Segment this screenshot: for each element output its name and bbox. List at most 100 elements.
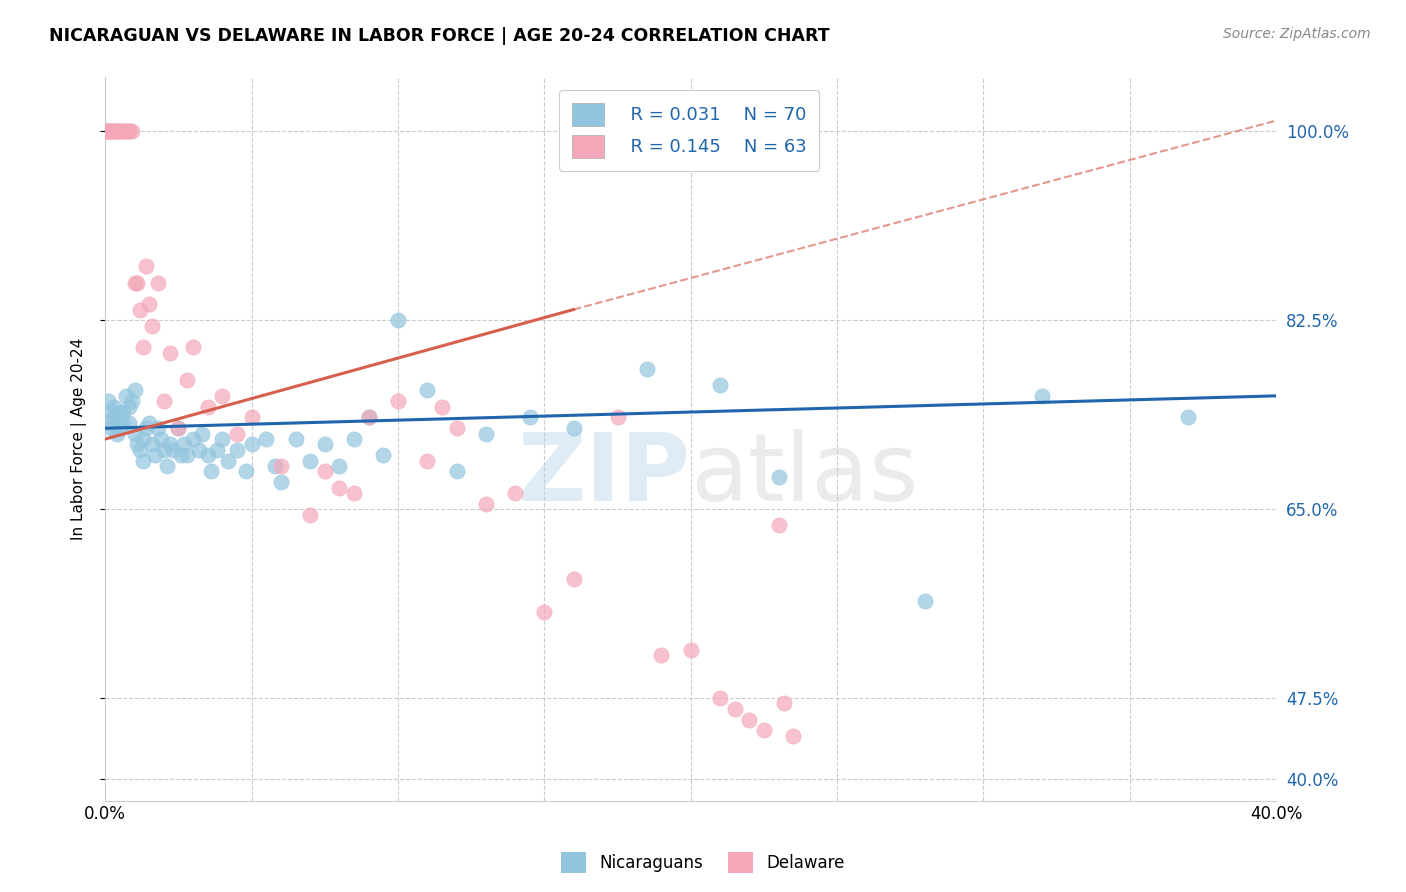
Point xyxy=(343,486,366,500)
Point xyxy=(124,276,146,290)
Point xyxy=(105,426,128,441)
Point xyxy=(284,432,307,446)
Point xyxy=(357,410,380,425)
Point xyxy=(738,713,761,727)
Point xyxy=(141,437,163,451)
Point xyxy=(97,416,120,430)
Point xyxy=(211,432,233,446)
Point xyxy=(299,453,322,467)
Point xyxy=(121,124,143,138)
Point xyxy=(270,458,292,473)
Point xyxy=(181,340,204,354)
Point xyxy=(97,124,120,138)
Point xyxy=(387,394,409,409)
Point xyxy=(132,340,155,354)
Point xyxy=(127,276,149,290)
Point xyxy=(235,464,257,478)
Point xyxy=(226,442,249,457)
Point xyxy=(197,400,219,414)
Point xyxy=(96,124,118,138)
Point xyxy=(167,421,190,435)
Point xyxy=(240,410,263,425)
Point xyxy=(181,432,204,446)
Point xyxy=(114,124,136,138)
Point xyxy=(416,384,439,398)
Point xyxy=(217,453,239,467)
Point xyxy=(149,432,172,446)
Point xyxy=(108,421,131,435)
Point xyxy=(782,729,804,743)
Point xyxy=(1031,389,1053,403)
Point xyxy=(132,453,155,467)
Point xyxy=(264,458,287,473)
Point xyxy=(416,453,439,467)
Point xyxy=(562,572,585,586)
Point xyxy=(226,426,249,441)
Point xyxy=(153,442,176,457)
Point xyxy=(773,697,796,711)
Point xyxy=(373,448,395,462)
Point xyxy=(191,426,214,441)
Point xyxy=(108,124,131,138)
Point xyxy=(357,410,380,425)
Point xyxy=(270,475,292,490)
Point xyxy=(143,448,166,462)
Point xyxy=(314,437,336,451)
Point xyxy=(176,448,198,462)
Point xyxy=(97,124,120,138)
Point xyxy=(108,405,131,419)
Point xyxy=(173,437,195,451)
Point xyxy=(105,124,128,138)
Point xyxy=(159,437,181,451)
Point xyxy=(159,345,181,359)
Point xyxy=(343,432,366,446)
Point xyxy=(111,124,134,138)
Point xyxy=(121,394,143,409)
Text: Source: ZipAtlas.com: Source: ZipAtlas.com xyxy=(1223,27,1371,41)
Point xyxy=(103,400,125,414)
Point xyxy=(188,442,211,457)
Point xyxy=(124,384,146,398)
Point xyxy=(153,394,176,409)
Point xyxy=(328,481,350,495)
Point xyxy=(299,508,322,522)
Point xyxy=(752,723,775,738)
Point xyxy=(679,642,702,657)
Point xyxy=(132,432,155,446)
Point xyxy=(103,410,125,425)
Point xyxy=(111,416,134,430)
Point xyxy=(709,691,731,706)
Point xyxy=(446,421,468,435)
Point xyxy=(146,276,169,290)
Point xyxy=(562,421,585,435)
Point xyxy=(129,302,152,317)
Point xyxy=(127,437,149,451)
Point xyxy=(1177,410,1199,425)
Point xyxy=(100,405,122,419)
Point xyxy=(129,442,152,457)
Point xyxy=(205,442,228,457)
Point xyxy=(97,394,120,409)
Point xyxy=(114,389,136,403)
Point xyxy=(138,297,160,311)
Point xyxy=(446,464,468,478)
Y-axis label: In Labor Force | Age 20-24: In Labor Force | Age 20-24 xyxy=(72,338,87,541)
Point xyxy=(314,464,336,478)
Point xyxy=(108,410,131,425)
Point xyxy=(768,518,790,533)
Point xyxy=(606,410,628,425)
Point xyxy=(124,426,146,441)
Point xyxy=(138,416,160,430)
Point xyxy=(430,400,453,414)
Point xyxy=(114,124,136,138)
Point xyxy=(240,437,263,451)
Point xyxy=(100,124,122,138)
Text: NICARAGUAN VS DELAWARE IN LABOR FORCE | AGE 20-24 CORRELATION CHART: NICARAGUAN VS DELAWARE IN LABOR FORCE | … xyxy=(49,27,830,45)
Point xyxy=(768,470,790,484)
Point xyxy=(135,260,157,274)
Point xyxy=(503,486,526,500)
Point xyxy=(111,405,134,419)
Point xyxy=(709,378,731,392)
Point xyxy=(328,458,350,473)
Point xyxy=(100,421,122,435)
